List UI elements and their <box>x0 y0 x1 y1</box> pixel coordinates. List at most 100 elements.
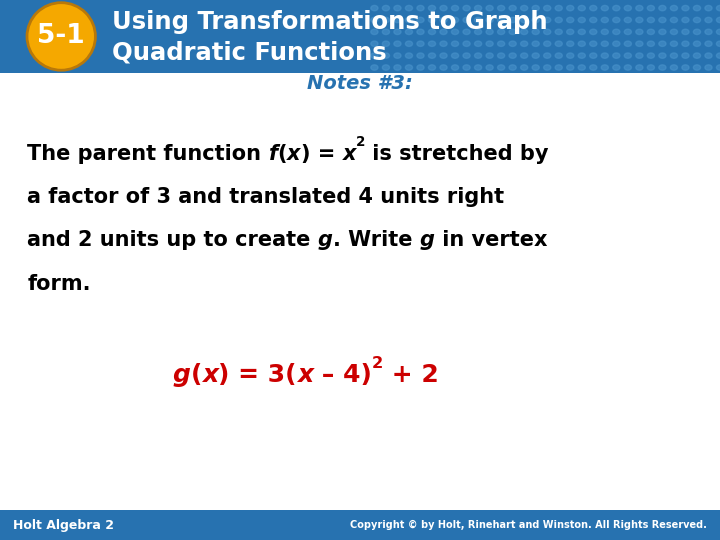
Circle shape <box>521 29 528 35</box>
Circle shape <box>693 17 701 23</box>
Circle shape <box>682 5 689 11</box>
Circle shape <box>636 5 643 11</box>
Circle shape <box>451 17 459 23</box>
Circle shape <box>463 65 470 70</box>
Circle shape <box>498 41 505 46</box>
Text: Holt Algebra 2: Holt Algebra 2 <box>13 518 114 532</box>
Circle shape <box>544 53 551 58</box>
Circle shape <box>613 41 620 46</box>
Circle shape <box>382 17 390 23</box>
Circle shape <box>440 5 447 11</box>
Circle shape <box>417 17 424 23</box>
Text: x: x <box>343 144 356 164</box>
Circle shape <box>486 65 493 70</box>
Circle shape <box>498 65 505 70</box>
Circle shape <box>636 41 643 46</box>
Text: 2: 2 <box>356 135 365 149</box>
Circle shape <box>428 17 436 23</box>
Circle shape <box>417 65 424 70</box>
Circle shape <box>371 5 378 11</box>
Circle shape <box>440 53 447 58</box>
Circle shape <box>394 65 401 70</box>
Text: Copyright © by Holt, Rinehart and Winston. All Rights Reserved.: Copyright © by Holt, Rinehart and Winsto… <box>350 520 707 530</box>
Circle shape <box>705 53 712 58</box>
Circle shape <box>371 17 378 23</box>
Circle shape <box>417 5 424 11</box>
Circle shape <box>682 41 689 46</box>
Text: Quadratic Functions: Quadratic Functions <box>112 40 386 64</box>
Text: g: g <box>420 230 435 251</box>
Circle shape <box>624 17 631 23</box>
Text: and 2 units up to create: and 2 units up to create <box>27 230 318 251</box>
Text: 2: 2 <box>372 356 383 371</box>
Circle shape <box>440 29 447 35</box>
Circle shape <box>647 41 654 46</box>
Circle shape <box>405 65 413 70</box>
Circle shape <box>555 17 562 23</box>
Circle shape <box>693 29 701 35</box>
Circle shape <box>532 29 539 35</box>
Text: g: g <box>173 363 191 387</box>
Circle shape <box>486 53 493 58</box>
Circle shape <box>636 29 643 35</box>
Circle shape <box>544 41 551 46</box>
Text: ) = 3(: ) = 3( <box>218 363 297 387</box>
Circle shape <box>647 65 654 70</box>
Circle shape <box>590 29 597 35</box>
Circle shape <box>474 53 482 58</box>
Circle shape <box>371 65 378 70</box>
Circle shape <box>544 5 551 11</box>
Circle shape <box>716 5 720 11</box>
Circle shape <box>590 65 597 70</box>
Circle shape <box>451 53 459 58</box>
Text: x: x <box>202 363 218 387</box>
Circle shape <box>440 17 447 23</box>
Circle shape <box>509 53 516 58</box>
Text: in vertex: in vertex <box>435 230 547 251</box>
Circle shape <box>601 41 608 46</box>
Circle shape <box>451 41 459 46</box>
Circle shape <box>624 41 631 46</box>
Circle shape <box>440 41 447 46</box>
Circle shape <box>601 5 608 11</box>
Circle shape <box>521 41 528 46</box>
Circle shape <box>647 17 654 23</box>
Text: The parent function: The parent function <box>27 144 269 164</box>
Circle shape <box>544 65 551 70</box>
Circle shape <box>567 5 574 11</box>
Circle shape <box>405 5 413 11</box>
Circle shape <box>544 29 551 35</box>
Ellipse shape <box>27 3 95 70</box>
Circle shape <box>498 29 505 35</box>
Circle shape <box>382 41 390 46</box>
Circle shape <box>394 17 401 23</box>
Circle shape <box>590 17 597 23</box>
Circle shape <box>463 41 470 46</box>
Circle shape <box>521 65 528 70</box>
Circle shape <box>509 65 516 70</box>
Circle shape <box>521 17 528 23</box>
Circle shape <box>428 65 436 70</box>
Circle shape <box>590 5 597 11</box>
Circle shape <box>394 5 401 11</box>
Circle shape <box>382 5 390 11</box>
Circle shape <box>670 65 678 70</box>
Circle shape <box>578 29 585 35</box>
Circle shape <box>624 65 631 70</box>
Circle shape <box>613 17 620 23</box>
Circle shape <box>659 29 666 35</box>
Circle shape <box>394 41 401 46</box>
Circle shape <box>682 29 689 35</box>
Circle shape <box>532 41 539 46</box>
Circle shape <box>567 65 574 70</box>
Circle shape <box>705 29 712 35</box>
Circle shape <box>601 29 608 35</box>
Circle shape <box>705 41 712 46</box>
Circle shape <box>463 17 470 23</box>
Circle shape <box>405 53 413 58</box>
Circle shape <box>716 53 720 58</box>
Circle shape <box>509 29 516 35</box>
Text: is stretched by: is stretched by <box>365 144 549 164</box>
Circle shape <box>670 29 678 35</box>
Circle shape <box>428 41 436 46</box>
